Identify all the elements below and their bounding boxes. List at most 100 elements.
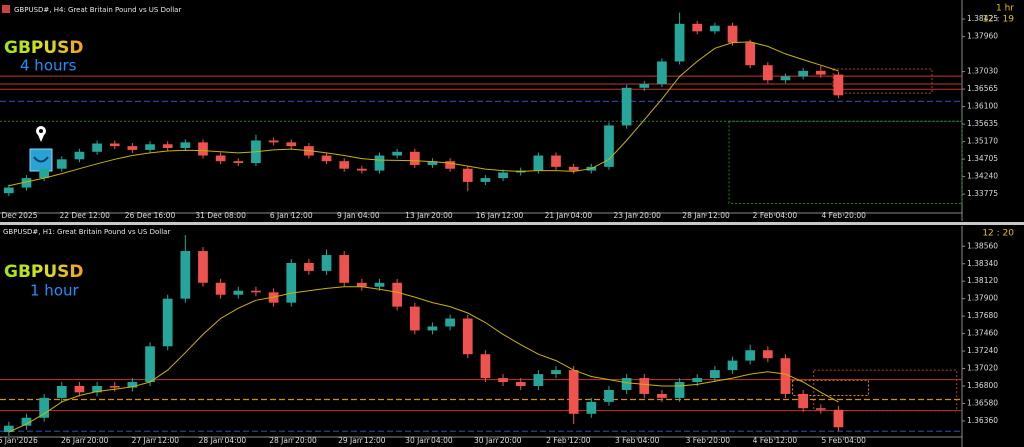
candle-body [74, 151, 85, 160]
candle-body [39, 168, 49, 179]
candle-body [286, 262, 297, 303]
candle-body [674, 382, 685, 398]
candle-body [127, 146, 138, 150]
candle-body [762, 65, 773, 81]
candle-body [321, 255, 332, 271]
candle-body [427, 326, 438, 331]
candle-body [127, 382, 138, 388]
candle-body [710, 370, 720, 379]
candle-body [3, 425, 14, 433]
candle-body [568, 166, 579, 171]
candle-body [268, 140, 279, 143]
candle-body [515, 382, 526, 386]
x-tick-label: 28 Jan 04:00 [199, 436, 247, 445]
x-tick-label: 30 Jan 04:00 [405, 436, 453, 445]
candle-body [727, 360, 738, 371]
zone [792, 379, 869, 397]
candle-body [56, 159, 67, 169]
candle-body [92, 143, 102, 152]
y-tick-label: 1.37240 [967, 346, 998, 355]
candle-body [356, 282, 367, 287]
candle-body [604, 389, 614, 402]
y-tick-label: 1.37680 [967, 311, 998, 320]
candle-body [409, 151, 420, 165]
candle-body [21, 417, 32, 426]
panel-title: GBPUSD#, H1: Great Britain Pound vs US D… [3, 228, 170, 236]
timer: 12 : 19 [982, 15, 1014, 25]
y-tick-label: 1.37030 [967, 67, 998, 76]
moving-average [8, 41, 839, 187]
candle-body [21, 178, 32, 188]
candle-body [480, 354, 491, 379]
candle-body [498, 378, 508, 383]
x-tick-label: 6 Jan 12:00 [270, 211, 313, 220]
candle-body [586, 401, 597, 414]
y-tick-label: 1.37900 [967, 294, 998, 303]
y-tick-label: 1.34705 [967, 154, 998, 163]
x-tick-label: 23 Jan 20:00 [613, 211, 661, 220]
candle-body [657, 393, 667, 398]
moving-average [8, 286, 839, 433]
y-tick-label: 1.34240 [967, 172, 998, 181]
candle-body [815, 70, 826, 75]
x-tick-label: 2 Feb 12:00 [546, 436, 591, 445]
y-tick-label: 1.38425 [967, 14, 998, 23]
candle-body [568, 370, 579, 414]
candle-body [92, 385, 102, 393]
candle-body [533, 374, 544, 386]
candle-body [745, 42, 756, 66]
candle-body [3, 187, 14, 194]
candle-body [745, 350, 756, 361]
x-tick-label: 30 Jan 20:00 [474, 436, 522, 445]
x-tick-label: 7 Dec 2025 [0, 211, 38, 220]
candle-body [480, 178, 491, 182]
x-tick-label: 29 Jan 12:00 [338, 436, 386, 445]
symbol-label: GBPUSD [4, 262, 84, 282]
x-tick-label: 5 Feb 04:00 [822, 436, 867, 445]
candle-body [551, 155, 561, 167]
y-tick-label: 1.33775 [967, 189, 998, 198]
candle-body [710, 25, 720, 32]
candle-body [780, 358, 791, 394]
x-tick-label: 9 Jan 04:00 [337, 211, 380, 220]
candle-body [780, 76, 791, 81]
period-label: 1 hour [30, 282, 80, 300]
candle-body [498, 172, 508, 179]
x-tick-label: 13 Jan 20:00 [405, 211, 453, 220]
candle-body [145, 144, 155, 150]
candle-body [727, 25, 738, 43]
symbol-label: GBPUSD [4, 38, 84, 58]
candle-body [198, 142, 208, 156]
candle-body [762, 350, 773, 359]
candle-body [56, 385, 67, 398]
candle-body [621, 378, 632, 390]
candle-body [162, 144, 173, 149]
candle-body [833, 409, 844, 428]
candle-body [374, 282, 385, 287]
candle-body [145, 346, 155, 383]
symbol-icon [2, 5, 10, 13]
x-tick-label: 28 Jan 20:00 [269, 436, 317, 445]
candle-body [692, 23, 703, 32]
y-tick-label: 1.38340 [967, 259, 998, 268]
candle-body [74, 385, 85, 393]
y-tick-label: 1.36565 [967, 84, 998, 93]
y-tick-label: 1.36800 [967, 381, 998, 390]
x-tick-label: 16 Jan 12:00 [476, 211, 524, 220]
candle-body [304, 262, 314, 271]
x-tick-label: 2 Feb 04:00 [753, 211, 798, 220]
pen-icon[interactable] [36, 126, 46, 142]
x-tick-label: 28 Jan 12:00 [682, 211, 730, 220]
candle-body [251, 290, 261, 293]
x-tick-label: 6 Jan 2026 [0, 436, 38, 445]
candle-body [815, 408, 826, 410]
x-tick-label: 26 Jan 20:00 [61, 436, 109, 445]
x-tick-label: 26 Dec 16:00 [125, 211, 176, 220]
panel-title: GBPUSD#, H4: Great Britain Pound vs US D… [14, 6, 181, 14]
candle-body [533, 155, 544, 171]
candle-body [462, 168, 473, 182]
smile-icon[interactable] [29, 148, 53, 172]
x-tick-label: 22 Dec 12:00 [60, 211, 111, 220]
y-tick-label: 1.36580 [967, 398, 998, 407]
